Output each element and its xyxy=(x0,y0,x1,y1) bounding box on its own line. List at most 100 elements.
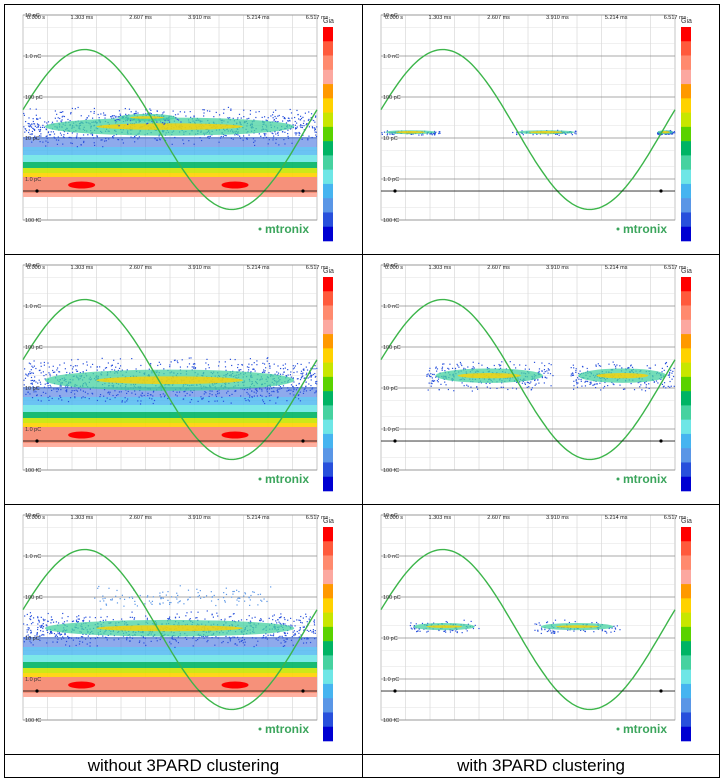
pd-pulse xyxy=(131,392,133,394)
pd-pulse xyxy=(178,391,181,393)
pd-pulse xyxy=(536,623,538,625)
pd-pulse xyxy=(303,377,305,379)
pd-pulse xyxy=(192,637,194,639)
pd-pulse xyxy=(71,637,73,639)
pd-pulse xyxy=(83,619,85,621)
pd-pulse xyxy=(589,383,591,385)
pd-pulse xyxy=(29,618,31,620)
pd-pulse xyxy=(56,143,59,145)
pd-hot-core xyxy=(395,130,425,134)
pd-pulse xyxy=(197,638,199,641)
pd-pulse xyxy=(205,368,207,370)
pd-pulse xyxy=(205,392,207,394)
x-tick-label: 1.303 ms xyxy=(70,15,93,21)
noise-peak xyxy=(221,181,249,189)
pd-pulse xyxy=(226,392,228,394)
pd-pulse xyxy=(541,376,543,378)
pd-pulse xyxy=(284,645,286,647)
pd-pulse xyxy=(86,117,88,119)
pd-pulse xyxy=(110,365,113,367)
pd-pulse xyxy=(140,364,142,367)
pd-pulse xyxy=(310,384,312,387)
pd-pulse xyxy=(202,635,205,637)
pd-pulse xyxy=(53,133,56,135)
pd-pulse xyxy=(268,363,270,365)
colorbar-segment xyxy=(323,41,333,56)
pd-pulse xyxy=(451,629,453,632)
pd-pulse xyxy=(258,110,260,113)
pd-pulse xyxy=(189,111,191,113)
pd-pulse xyxy=(190,399,193,401)
prpd-plot: 0.000 s 1.303 ms 2.607 ms 3.910 ms 5.214 ms 6… xyxy=(22,513,334,742)
pd-pulse xyxy=(80,389,82,391)
y-tick-label: 1.0 pC xyxy=(25,677,41,683)
pd-pulse xyxy=(309,641,312,644)
pd-pulse xyxy=(35,381,37,383)
pd-pulse xyxy=(292,385,294,387)
pd-pulse xyxy=(188,357,190,359)
pd-pulse xyxy=(670,369,672,371)
pd-pulse xyxy=(313,632,315,634)
pd-pulse xyxy=(266,389,268,391)
pd-pulse xyxy=(47,141,49,143)
pd-pulse xyxy=(42,371,44,373)
pd-pulse xyxy=(220,135,222,138)
pd-pulse xyxy=(51,619,53,621)
pd-pulse xyxy=(296,387,298,389)
pd-pulse xyxy=(223,108,225,111)
pd-pulse xyxy=(602,387,605,389)
pd-pulse xyxy=(612,361,614,363)
pd-pulse xyxy=(276,371,278,373)
pd-pulse xyxy=(215,395,218,398)
pd-pulse xyxy=(674,132,676,134)
pd-pulse xyxy=(522,134,524,136)
pd-pulse xyxy=(669,386,671,388)
pd-pulse xyxy=(197,400,199,403)
pd-pulse xyxy=(65,644,67,646)
x-tick-label: 2.607 ms xyxy=(129,515,152,521)
pd-pulse xyxy=(668,133,670,135)
pd-pulse xyxy=(302,617,304,619)
pd-pulse xyxy=(50,619,52,621)
pd-pulse xyxy=(447,367,449,369)
pd-pulse xyxy=(478,362,480,364)
colorbar-segment xyxy=(681,141,691,156)
pd-pulse xyxy=(207,364,210,366)
pd-pulse xyxy=(572,373,574,375)
pd-pulse xyxy=(33,365,36,367)
pd-pulse xyxy=(90,366,92,368)
pd-pulse xyxy=(539,624,541,626)
x-tick-label: 3.910 ms xyxy=(546,15,569,21)
pd-pulse xyxy=(69,136,71,139)
pd-pulse xyxy=(37,626,39,629)
pd-pulse xyxy=(23,384,25,386)
pd-pulse xyxy=(173,638,175,640)
pd-pulse xyxy=(212,616,215,618)
pd-pulse xyxy=(131,637,134,639)
pd-pulse xyxy=(595,387,597,389)
pd-pulse xyxy=(271,634,273,637)
pd-pulse xyxy=(255,389,258,392)
pd-pulse xyxy=(315,115,317,117)
pd-pulse xyxy=(268,395,271,397)
pd-pulse xyxy=(118,125,120,127)
pd-pulse xyxy=(44,378,46,380)
pd-pulse xyxy=(217,637,219,639)
pd-pulse xyxy=(273,118,275,121)
pd-pulse xyxy=(289,128,291,130)
pd-pulse xyxy=(628,367,630,369)
pd-pulse xyxy=(66,371,68,374)
pd-pulse xyxy=(307,638,309,640)
pd-pulse xyxy=(268,139,270,141)
pd-pulse xyxy=(275,142,277,144)
y-tick-label: 100 fC xyxy=(383,468,399,474)
plot-cell-r1-left: 0.000 s 1.303 ms 2.607 ms 3.910 ms 5.214 ms 6… xyxy=(4,4,363,255)
pd-pulse xyxy=(117,369,119,372)
pd-pulse xyxy=(308,135,310,137)
pd-pulse xyxy=(429,132,432,135)
pd-pulse xyxy=(24,615,26,617)
pd-pulse xyxy=(299,627,302,629)
pd-pulse xyxy=(214,400,216,402)
pd-pulse xyxy=(308,118,310,121)
pd-pulse xyxy=(552,630,554,633)
